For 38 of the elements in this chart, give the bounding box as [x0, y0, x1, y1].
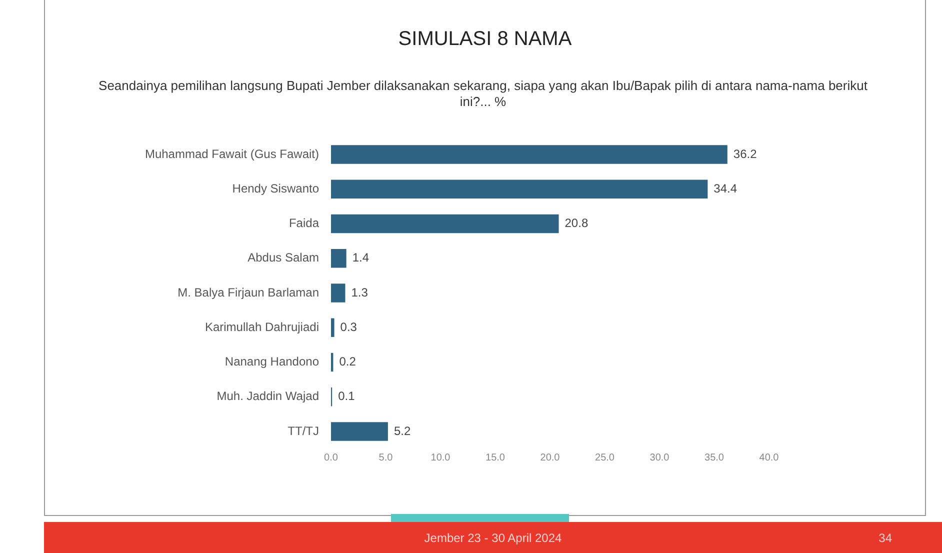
y-tick-label: Abdus Salam	[248, 250, 319, 265]
bar	[331, 214, 559, 234]
y-tick-label: Faida	[288, 216, 320, 230]
data-label: 0.3	[340, 320, 358, 334]
bar	[331, 249, 346, 268]
y-tick-label: M. Balya Firjaun Barlaman	[178, 285, 319, 300]
x-tick-label: 15.0	[486, 452, 506, 464]
data-label: 34.4	[714, 181, 738, 196]
data-label: 1.3	[351, 285, 368, 300]
text: Jember 23 - 30 April 2024	[424, 531, 562, 545]
data-label: 0.2	[339, 354, 356, 369]
data-label: 36.2	[733, 146, 758, 161]
bar	[331, 318, 334, 337]
y-tick-label: Hendy Siswanto	[232, 181, 320, 196]
y-tick-label: TT/TJ	[288, 424, 319, 438]
bar	[331, 284, 346, 302]
x-tick-label: 40.0	[759, 452, 780, 464]
x-tick-label: 20.0	[540, 452, 560, 464]
bar	[331, 180, 708, 198]
x-tick-label: 0.0	[324, 452, 338, 464]
data-label: 1.4	[352, 250, 370, 265]
x-tick-label: 25.0	[595, 452, 615, 464]
chart-title: SIMULASI 8 NAMA	[397, 28, 573, 51]
x-tick-label: 10.0	[430, 452, 451, 464]
bar	[331, 145, 728, 164]
x-tick-label: 35.0	[704, 452, 724, 464]
y-tick-label: Nanang Handono	[224, 354, 320, 369]
y-tick-label: Muhammad Fawait (Gus Fawait)	[144, 146, 320, 161]
y-tick-label: Karimullah Dahrujiadi	[204, 320, 319, 334]
chart-subtitle: Seandainya pemilihan langsung Bupati Jember dilaksanakan sekarang, siapa yang akan Ibu/Bapak pilih di antara nama-nama berikut ini?... %	[98, 78, 868, 110]
data-label: 5.2	[394, 424, 411, 438]
text: 34	[878, 531, 892, 545]
data-label: 20.8	[564, 216, 588, 230]
y-tick-label: Muh. Jaddin Wajad	[216, 389, 319, 404]
bar	[331, 422, 388, 441]
x-tick-label: 30.0	[650, 452, 670, 464]
data-label: 0.1	[338, 389, 356, 404]
x-tick-label: 5.0	[378, 452, 394, 464]
